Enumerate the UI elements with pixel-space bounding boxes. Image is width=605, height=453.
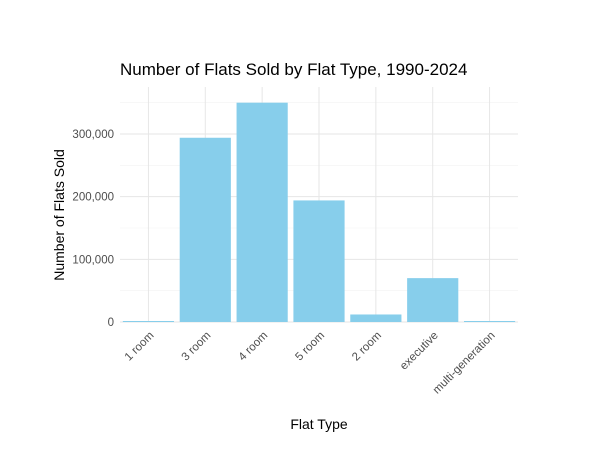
bar-4-room: [236, 102, 288, 323]
y-tick-label: 100,000: [72, 254, 114, 266]
bar-multi-generation: [463, 321, 516, 322]
y-tick-label: 200,000: [72, 192, 114, 204]
x-tick-label: 1 room: [123, 330, 157, 364]
chart-title: Number of Flats Sold by Flat Type, 1990-…: [120, 60, 467, 79]
x-axis-label: Flat Type: [290, 416, 348, 432]
y-tick-label: 0: [108, 317, 114, 329]
y-tick-labels: 0 100,000 200,000 300,000: [72, 129, 114, 329]
x-tick-label: multi-generation: [431, 330, 498, 397]
bar-executive: [407, 278, 459, 322]
bars: [122, 102, 516, 323]
y-tick-label: 300,000: [72, 129, 114, 141]
x-tick-label: executive: [398, 330, 441, 373]
bar-1-room: [122, 321, 175, 322]
x-tick-label: 5 room: [293, 330, 327, 364]
x-tick-label: 4 room: [236, 330, 270, 364]
bar-2-room: [350, 314, 402, 322]
bar-3-room: [179, 137, 231, 322]
x-tick-label: 3 room: [180, 330, 214, 364]
x-tick-label: 2 room: [350, 330, 384, 364]
x-tick-labels: 1 room 3 room 4 room 5 room 2 room executivem…: [123, 330, 498, 397]
y-axis-label: Number of Flats Sold: [51, 149, 67, 281]
bar-5-room: [293, 200, 345, 322]
